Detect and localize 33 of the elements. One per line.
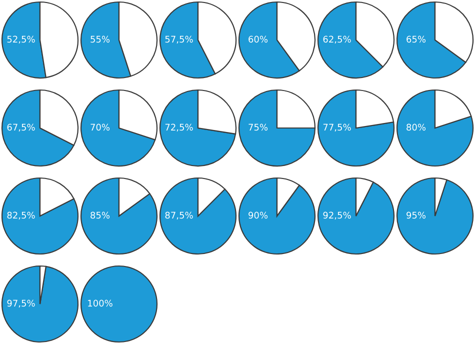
data-label: 62,5% [323, 36, 351, 44]
pie-slice [80, 89, 156, 167]
pie-slice [317, 177, 395, 255]
pie-slice [396, 177, 474, 255]
pie-slice [1, 89, 74, 167]
pie-slice [1, 177, 79, 255]
data-label: 72,5% [165, 124, 193, 132]
data-label: 65% [406, 36, 426, 43]
data-label: 67,5% [7, 124, 35, 132]
data-label: 80% [406, 124, 426, 131]
pie-slice [1, 265, 79, 343]
data-label: 100% [88, 300, 112, 307]
data-label: 87,5% [165, 212, 193, 220]
data-label: 57,5% [165, 36, 193, 44]
data-label: 77,5% [323, 124, 351, 132]
pie-slice [159, 89, 236, 167]
pie-slice [396, 89, 474, 167]
pie-slice [238, 177, 316, 255]
data-label: 97,5% [7, 300, 35, 308]
data-label: 92,5% [323, 212, 351, 220]
data-label: 75% [248, 124, 268, 131]
data-label: 70% [90, 124, 110, 131]
data-label: 95% [406, 212, 426, 219]
data-label: 85% [90, 212, 110, 219]
pie-slice [317, 89, 395, 167]
pie-slice [238, 89, 316, 167]
pie-slice [159, 177, 237, 255]
data-label: 60% [248, 36, 268, 43]
data-label: 90% [248, 212, 268, 219]
data-label: 52,5% [7, 36, 35, 44]
data-label: 55% [90, 36, 110, 43]
pie-slice [80, 177, 158, 255]
data-label: 82,5% [7, 212, 35, 220]
